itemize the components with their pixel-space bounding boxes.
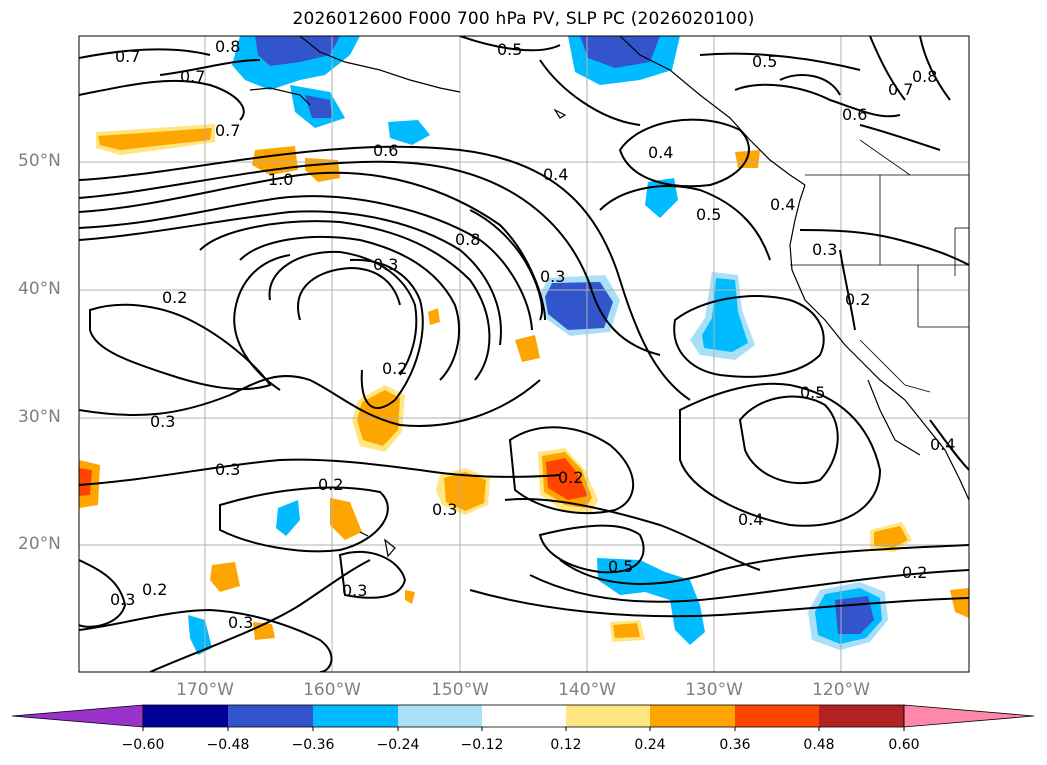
colorbar-segment (398, 705, 482, 727)
colorbar-tick-label: −0.36 (291, 737, 335, 753)
positive-anomaly-patch (405, 590, 415, 604)
positive-anomaly-patch (613, 623, 640, 638)
coastlines (249, 36, 969, 558)
colorbar-tick-label: −0.48 (206, 737, 250, 753)
colorbar-segment (482, 705, 566, 727)
contour-label: 0.3 (342, 581, 367, 600)
contour-label: 0.4 (738, 510, 763, 529)
contour-label: 0.3 (432, 500, 457, 519)
colorbar-tick-label: −0.24 (376, 737, 420, 753)
map-title: 2026012600 F000 700 hPa PV, SLP PC (2026… (292, 9, 755, 29)
plot-frame (78, 35, 970, 673)
contour-label: 0.2 (845, 290, 870, 309)
lon-label: 170°W (176, 680, 234, 700)
contour-label: 0.3 (150, 412, 175, 431)
contour-label: 0.4 (648, 143, 673, 162)
positive-anomaly-patch (874, 526, 908, 548)
contour-label: 0.5 (608, 557, 633, 576)
lon-label: 130°W (685, 680, 743, 700)
contour-label: 0.2 (318, 475, 343, 494)
colorbar-tick-label: 0.60 (888, 737, 920, 753)
positive-anomaly-patch (98, 128, 212, 150)
lat-label: 40°N (18, 279, 61, 299)
contour-label: 0.8 (215, 37, 240, 56)
positive-anomaly-patch (79, 468, 92, 496)
colorbar (11, 704, 1035, 731)
contour-label: 0.8 (455, 230, 480, 249)
contour-label: 0.3 (110, 590, 135, 609)
colorbar-tick-label: −0.12 (460, 737, 504, 753)
colorbar-tick-label: 0.36 (719, 737, 751, 753)
contour-label: 0.7 (215, 121, 240, 140)
colorbar-segment (735, 705, 819, 727)
negative-anomaly-patch (255, 36, 340, 66)
contour-label: 0.3 (228, 613, 253, 632)
colorbar-segment (819, 705, 904, 727)
graticule (79, 36, 969, 672)
lon-label: 150°W (431, 680, 489, 700)
pv-shading (79, 36, 969, 655)
positive-anomaly-patch (210, 562, 240, 592)
contour-label: 0.6 (373, 141, 398, 160)
contour-label: 0.3 (215, 460, 240, 479)
positive-anomaly-patch (546, 458, 588, 500)
colorbar-tick-label: 0.24 (634, 737, 666, 753)
contour-label: 0.4 (770, 195, 795, 214)
lat-label: 50°N (18, 151, 61, 171)
contour-label: 0.5 (497, 40, 522, 59)
contour-label: 0.3 (373, 255, 398, 274)
colorbar-segment (228, 705, 313, 727)
contour-label: 0.3 (812, 240, 837, 259)
contour-label: 0.4 (543, 165, 568, 184)
positive-anomaly-patch (515, 335, 540, 362)
lon-label: 120°W (812, 680, 870, 700)
slp-contours (79, 36, 969, 672)
contour-label: 0.2 (902, 563, 927, 582)
contour-label: 0.2 (558, 468, 583, 487)
contour-label: 0.2 (142, 580, 167, 599)
colorbar-frame (142, 704, 905, 728)
contour-label: 0.6 (842, 105, 867, 124)
colorbar-segment (650, 705, 735, 727)
political-borders (790, 139, 969, 393)
colorbar-tick-label: 0.12 (550, 737, 582, 753)
negative-anomaly-patch (645, 178, 678, 218)
contour-label: 0.3 (540, 267, 565, 286)
contour-label: 0.7 (888, 80, 913, 99)
contour-labels: 0.7 0.8 0.5 0.5 0.7 0.8 0.7 0.6 0.7 0.6 … (110, 37, 955, 632)
contour-label: 1.0 (268, 170, 293, 189)
lon-label: 140°W (558, 680, 616, 700)
colorbar-upper-extension (903, 704, 1035, 728)
lon-label: 160°W (303, 680, 361, 700)
negative-anomaly-patch (545, 282, 613, 330)
negative-anomaly-patch (388, 120, 430, 145)
colorbar-segment (566, 705, 650, 727)
negative-anomaly-patch (305, 95, 332, 118)
contour-label: 0.5 (696, 205, 721, 224)
contour-label: 0.2 (382, 359, 407, 378)
contour-label: 0.7 (180, 67, 205, 86)
contour-label: 0.2 (162, 288, 187, 307)
lat-label: 30°N (18, 407, 61, 427)
contour-label: 0.7 (115, 47, 140, 66)
contour-label: 0.5 (800, 383, 825, 402)
contour-label: 0.5 (752, 52, 777, 71)
colorbar-segment (143, 705, 228, 727)
contour-label: 0.4 (930, 435, 955, 454)
lat-label: 20°N (18, 534, 61, 554)
negative-anomaly-patch (188, 615, 212, 655)
positive-anomaly-patch (444, 472, 486, 511)
colorbar-segment (313, 705, 398, 727)
negative-anomaly-patch (276, 500, 300, 536)
colorbar-lower-extension (11, 704, 144, 728)
positive-anomaly-patch (428, 308, 440, 325)
positive-anomaly-patch (330, 498, 362, 540)
contour-label: 0.8 (912, 67, 937, 86)
colorbar-tick-label: 0.48 (803, 737, 835, 753)
positive-anomaly-patch (950, 588, 969, 618)
negative-anomaly-patch (580, 36, 660, 68)
colorbar-tick-label: −0.60 (121, 737, 165, 753)
